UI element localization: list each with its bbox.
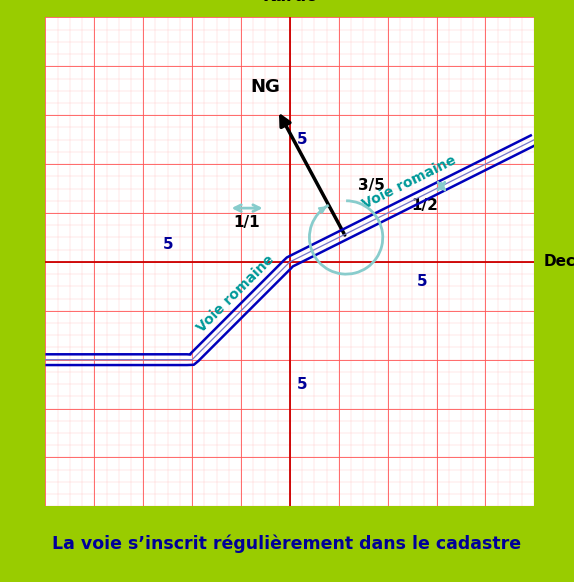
Text: 3/5: 3/5 <box>358 179 385 193</box>
Text: 5: 5 <box>297 132 308 147</box>
Text: 1/1: 1/1 <box>234 215 261 230</box>
Text: NG: NG <box>250 77 280 95</box>
Text: 1/2: 1/2 <box>411 198 438 214</box>
Text: La voie s’inscrit régulièrement dans le cadastre: La voie s’inscrit régulièrement dans le … <box>52 535 522 553</box>
Text: 5: 5 <box>162 237 173 252</box>
Text: 5: 5 <box>417 274 428 289</box>
Text: Voie romaine: Voie romaine <box>195 252 277 335</box>
Text: 5: 5 <box>297 377 308 392</box>
Text: Kardo: Kardo <box>262 0 317 5</box>
Text: Voie romaine: Voie romaine <box>360 153 458 212</box>
Text: Decumanus: Decumanus <box>544 254 574 269</box>
